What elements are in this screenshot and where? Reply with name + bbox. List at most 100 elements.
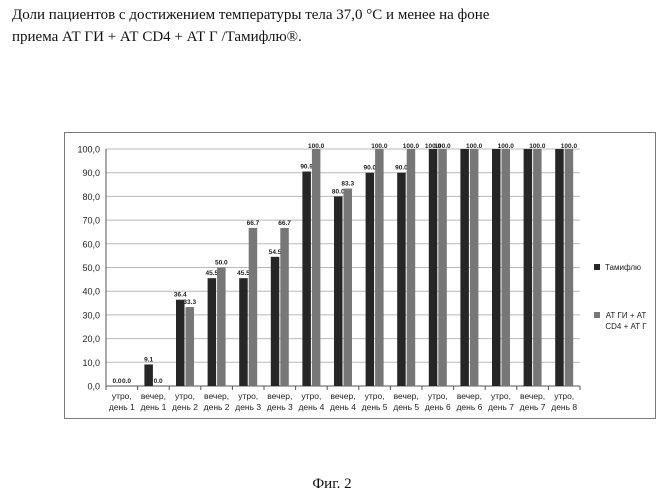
data-label: 90.9: [300, 164, 313, 171]
bar-tamiflu: [302, 172, 311, 386]
x-tick-label: вечер,: [330, 391, 355, 401]
bar-tamiflu: [176, 300, 185, 386]
bar-combo: [344, 189, 353, 386]
data-label: 100.0: [434, 143, 451, 150]
x-tick-label: утро,: [554, 391, 574, 401]
data-label: 100.0: [466, 143, 483, 150]
bar-tamiflu: [334, 196, 343, 386]
x-tick-label: утро,: [238, 391, 258, 401]
x-tick-label: утро,: [301, 391, 321, 401]
x-tick-label: день 6: [425, 402, 451, 412]
x-tick-label: день 8: [551, 402, 577, 412]
data-label: 54.5: [269, 249, 282, 256]
bar-tamiflu: [271, 257, 280, 386]
x-tick-label: день 5: [362, 402, 388, 412]
x-tick-label: вечер,: [394, 391, 419, 401]
x-tick-label: день 7: [520, 402, 546, 412]
bar-combo: [565, 149, 574, 386]
data-label: 80.0: [332, 188, 345, 195]
y-tick-label: 60,0: [82, 239, 100, 249]
bar-tamiflu: [144, 364, 153, 386]
bar-combo: [312, 149, 321, 386]
x-tick-label: день 6: [456, 402, 482, 412]
data-label: 90.0: [395, 165, 408, 172]
data-label: 45.5: [237, 270, 250, 277]
bar-tamiflu: [239, 278, 248, 386]
y-tick-label: 100,0: [77, 145, 100, 155]
x-tick-label: день 4: [330, 402, 356, 412]
y-tick-label: 90,0: [82, 168, 100, 178]
bar-tamiflu: [366, 173, 375, 386]
x-tick-label: утро,: [365, 391, 385, 401]
data-label: 66.7: [278, 220, 291, 227]
x-tick-label: день 4: [298, 402, 324, 412]
bar-tamiflu: [429, 149, 438, 386]
y-tick-label: 20,0: [82, 334, 100, 344]
x-tick-label: утро,: [175, 391, 195, 401]
x-tick-label: вечер,: [141, 391, 166, 401]
bar-combo: [217, 268, 226, 387]
data-label: 100.0: [561, 143, 578, 150]
bar-combo: [470, 149, 479, 386]
data-label: 0.0: [154, 378, 163, 385]
data-label: 45.5: [206, 270, 219, 277]
y-tick-label: 80,0: [82, 192, 100, 202]
bar-tamiflu: [397, 173, 406, 386]
legend-swatch: [594, 264, 600, 270]
x-tick-label: день 3: [267, 402, 293, 412]
legend-swatch: [594, 312, 600, 318]
figure-caption: Фиг. 2: [0, 476, 664, 493]
bar-tamiflu: [492, 149, 501, 386]
x-tick-label: день 5: [393, 402, 419, 412]
data-label: 90.0: [364, 165, 377, 172]
x-tick-label: вечер,: [520, 391, 545, 401]
x-tick-label: вечер,: [267, 391, 292, 401]
data-label: 36.4: [174, 292, 187, 299]
y-tick-label: 70,0: [82, 216, 100, 226]
bar-combo: [533, 149, 542, 386]
x-tick-label: день 7: [488, 402, 514, 412]
bar-combo: [375, 149, 384, 386]
data-label: 50.0: [215, 260, 228, 267]
bar-combo: [249, 228, 258, 386]
bar-combo: [502, 149, 511, 386]
data-label: 83.3: [341, 181, 354, 188]
data-label: 100.0: [403, 143, 420, 150]
data-label: 33.3: [183, 299, 196, 306]
x-tick-label: утро,: [491, 391, 511, 401]
legend-label: СD4 + АТ Г: [605, 322, 647, 331]
bar-tamiflu: [524, 149, 533, 386]
bar-combo: [280, 228, 289, 386]
data-label: 100.0: [529, 143, 546, 150]
legend-label: АТ ГИ + АТ: [606, 311, 647, 320]
x-tick-label: вечер,: [457, 391, 482, 401]
x-tick-label: утро,: [112, 391, 132, 401]
data-label: 0.0: [113, 378, 122, 385]
bar-combo: [407, 149, 416, 386]
bar-tamiflu: [208, 278, 217, 386]
x-tick-label: вечер,: [204, 391, 229, 401]
y-tick-label: 30,0: [82, 310, 100, 320]
bar-tamiflu: [460, 149, 469, 386]
data-label: 9.1: [144, 356, 153, 363]
y-tick-label: 50,0: [82, 263, 100, 273]
data-label: 66.7: [247, 220, 260, 227]
bar-combo: [438, 149, 447, 386]
legend-label: Тамифлю: [605, 263, 641, 272]
data-label: 100.0: [498, 143, 515, 150]
y-tick-label: 40,0: [82, 287, 100, 297]
data-label: 0.0: [122, 378, 131, 385]
bar-tamiflu: [555, 149, 564, 386]
x-tick-label: день 2: [172, 402, 198, 412]
y-tick-label: 0,0: [87, 382, 100, 392]
data-label: 100.0: [308, 143, 325, 150]
x-tick-label: день 3: [235, 402, 261, 412]
y-tick-label: 10,0: [82, 358, 100, 368]
x-tick-label: день 2: [204, 402, 230, 412]
x-tick-label: утро,: [428, 391, 448, 401]
x-tick-label: день 1: [109, 402, 135, 412]
data-label: 100.0: [371, 143, 388, 150]
bar-combo: [186, 307, 195, 386]
x-tick-label: день 1: [140, 402, 166, 412]
